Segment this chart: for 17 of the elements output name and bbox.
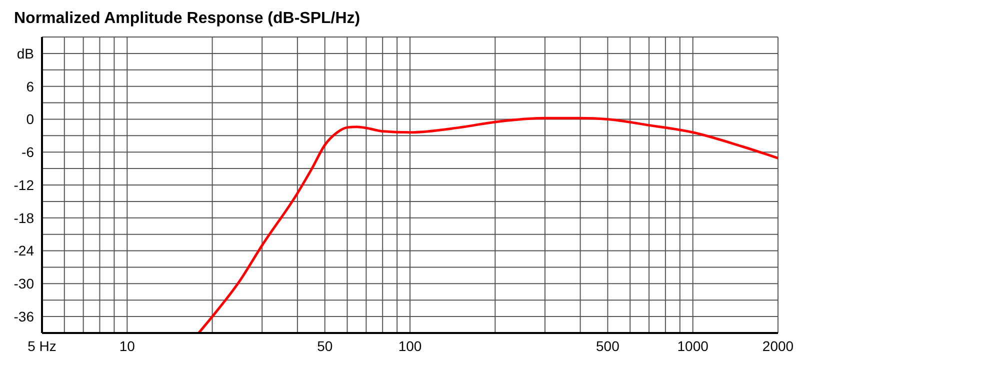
y-tick-label: -18	[14, 210, 34, 226]
x-tick-label: 50	[317, 338, 333, 354]
y-tick-label: 0	[26, 111, 34, 128]
x-tick-label: 10	[119, 338, 136, 354]
y-tick-label: -12	[14, 176, 34, 193]
chart-title: Normalized Amplitude Response (dB-SPL/Hz)	[13, 9, 362, 29]
y-tick-label: -36	[14, 308, 34, 325]
y-tick-label: -24	[14, 242, 34, 259]
y-tick-label: dB	[16, 45, 34, 62]
x-tick-label: 100	[398, 338, 422, 354]
x-tick-label: 2000	[762, 338, 794, 354]
x-tick-label: 500	[596, 338, 620, 354]
y-tick-label: 6	[26, 78, 34, 94]
y-tick-label: -6	[22, 144, 34, 160]
x-tick-label: 1000	[677, 338, 709, 354]
x-tick-label: 5 Hz	[28, 338, 56, 354]
y-tick-label: -30	[14, 276, 34, 292]
